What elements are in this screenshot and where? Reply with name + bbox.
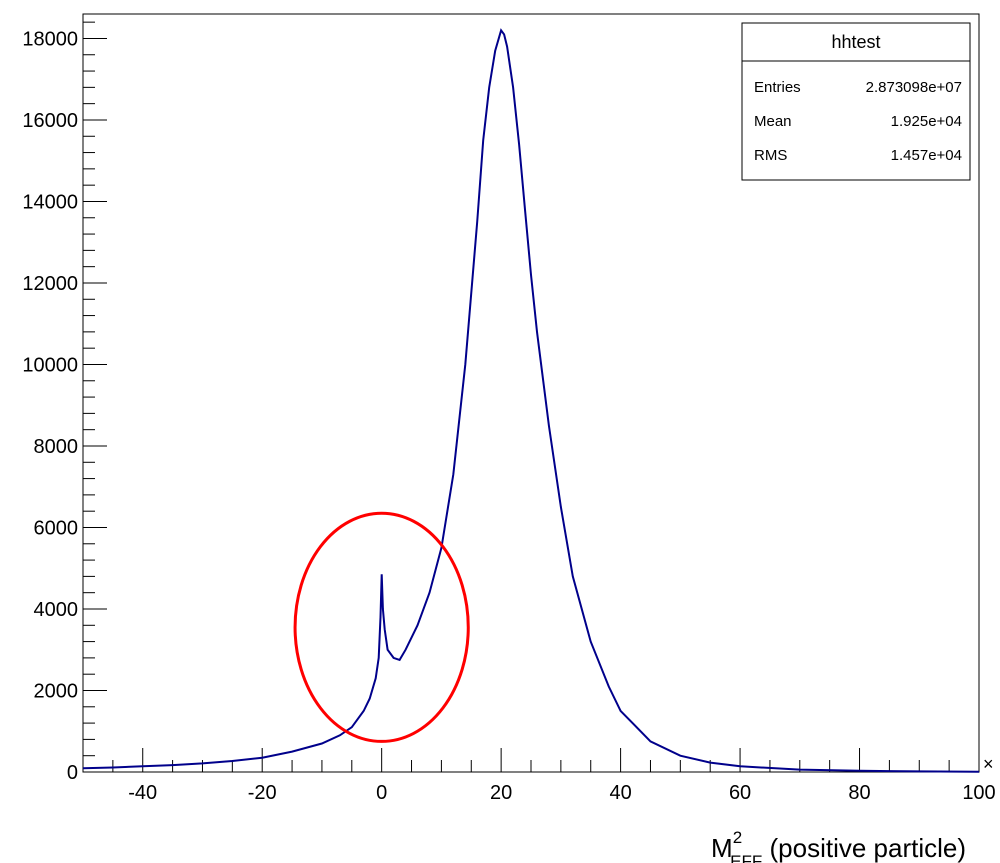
- y-tick-label: 16000: [22, 110, 78, 132]
- x-tick-label: 20: [490, 782, 512, 804]
- x-axis-title: M2 EFF (positive particle): [711, 828, 966, 863]
- stats-box-title: hhtest: [831, 32, 880, 52]
- y-axis-tick-labels: 0 2000 4000 6000 8000 10000 12000 14000 16000 180…: [22, 28, 78, 784]
- y-tick-label: 14000: [22, 191, 78, 213]
- stats-rms-value: 1.457e+04: [891, 147, 962, 164]
- stats-entries-label: Entries: [754, 79, 801, 96]
- x-axis-title-main: M: [711, 833, 733, 863]
- y-tick-label: 4000: [34, 599, 79, 621]
- stats-entries-value: 2.873098e+07: [866, 79, 962, 96]
- stats-box: hhtest Entries 2.873098e+07 Mean 1.925e+…: [741, 22, 971, 181]
- stats-mean-label: Mean: [754, 113, 792, 130]
- highlight-ellipse: [293, 511, 470, 743]
- y-tick-label: 12000: [22, 273, 78, 295]
- corner-marker: ×: [983, 754, 994, 774]
- x-tick-label: 0: [376, 782, 387, 804]
- y-tick-label: 6000: [34, 517, 79, 539]
- x-axis-title-rest: (positive particle): [762, 833, 966, 863]
- x-tick-label: 60: [729, 782, 751, 804]
- x-axis-title-sup: 2: [733, 828, 742, 847]
- y-tick-label: 18000: [22, 28, 78, 50]
- x-tick-label: 40: [609, 782, 631, 804]
- x-axis-tick-labels: -40 -20 0 20 40 60 80 100: [128, 782, 995, 804]
- y-tick-label: 0: [67, 762, 78, 784]
- x-axis-title-sub: EFF: [730, 852, 762, 863]
- x-tick-label: -40: [128, 782, 157, 804]
- series-line: [82, 28, 980, 773]
- x-tick-label: -20: [248, 782, 277, 804]
- x-tick-label: 80: [848, 782, 870, 804]
- stats-rms-label: RMS: [754, 147, 787, 164]
- axis-ticks: [82, 21, 980, 773]
- y-tick-label: 8000: [34, 436, 79, 458]
- stats-box-frame: [741, 22, 971, 181]
- y-tick-label: 2000: [34, 680, 79, 702]
- y-tick-label: 10000: [22, 354, 78, 376]
- stats-mean-value: 1.925e+04: [891, 113, 962, 130]
- x-tick-label: 100: [962, 782, 995, 804]
